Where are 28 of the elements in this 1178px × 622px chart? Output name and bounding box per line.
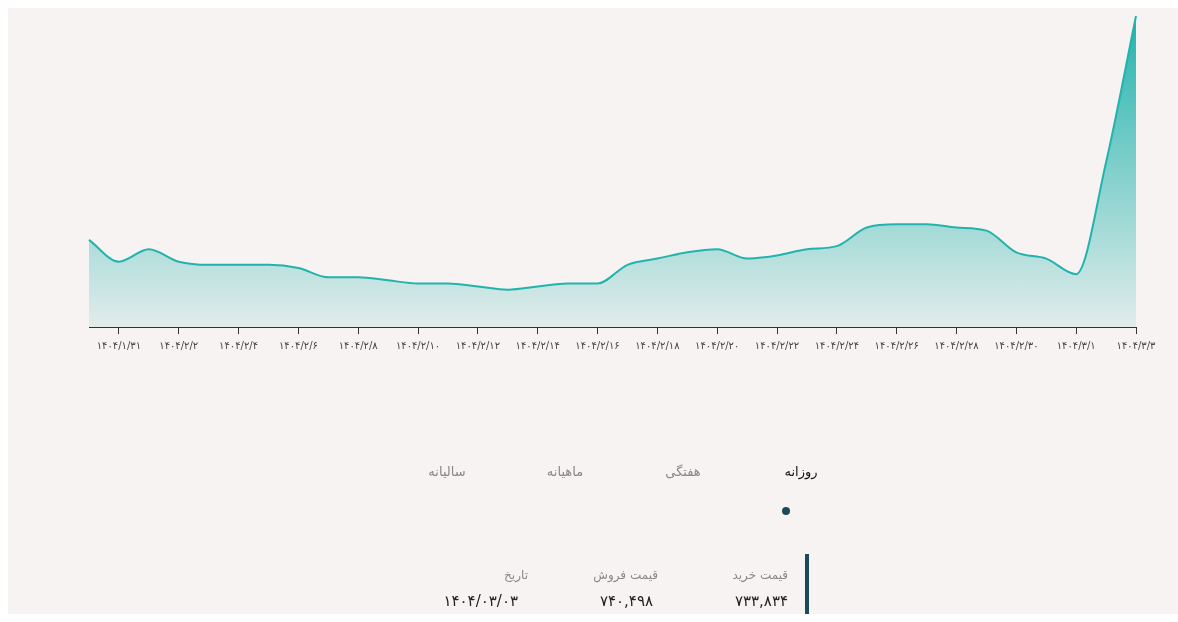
- text: ۷۳۳,۸۳۴: [733, 592, 788, 610]
- x-tick-label: ۱۴۰۴/۳/۱: [1056, 339, 1096, 351]
- x-tick-label: ۱۴۰۴/۲/۶: [278, 339, 318, 351]
- text: قیمت فروش: [592, 568, 658, 582]
- x-tick-label: ۱۴۰۴/۲/۱۸: [635, 339, 681, 351]
- x-tick-label: ۱۴۰۴/۱/۳۱: [96, 339, 142, 351]
- text: ۱۴۰۴/۰۳/۰۳: [442, 592, 518, 610]
- x-tick-label: ۱۴۰۴/۲/۱۰: [395, 339, 441, 351]
- x-tick-label: ۱۴۰۴/۳/۳: [1116, 339, 1157, 351]
- text: ۷۴۰,۴۹۸: [598, 592, 653, 610]
- text: هفتگی: [664, 464, 702, 479]
- x-tick-label: ۱۴۰۴/۲/۲۸: [934, 339, 980, 351]
- text: سالیانه: [427, 464, 467, 479]
- x-tick-label: ۱۴۰۴/۲/۲: [159, 339, 199, 351]
- text: تاریخ: [503, 568, 528, 582]
- x-tick-label: ۱۴۰۴/۲/۸: [338, 339, 379, 351]
- x-tick-label: ۱۴۰۴/۲/۱۶: [575, 339, 620, 351]
- x-tick-label: ۱۴۰۴/۲/۱۴: [515, 339, 560, 351]
- x-tick-label: ۱۴۰۴/۲/۲۴: [814, 339, 860, 351]
- text: روزانه: [783, 464, 819, 479]
- text: قیمت خرید: [731, 568, 788, 582]
- x-tick-label: ۱۴۰۴/۲/۳۰: [994, 339, 1039, 351]
- x-tick-label: ۱۴۰۴/۲/۱۲: [455, 339, 501, 351]
- x-tick-label: ۱۴۰۴/۲/۲۰: [695, 339, 740, 351]
- x-tick-label: ۱۴۰۴/۲/۲۲: [754, 339, 800, 351]
- x-tick-label: ۱۴۰۴/۲/۲۶: [874, 339, 919, 351]
- text: ماهیانه: [545, 464, 585, 479]
- x-tick-label: ۱۴۰۴/۲/۴: [219, 339, 259, 351]
